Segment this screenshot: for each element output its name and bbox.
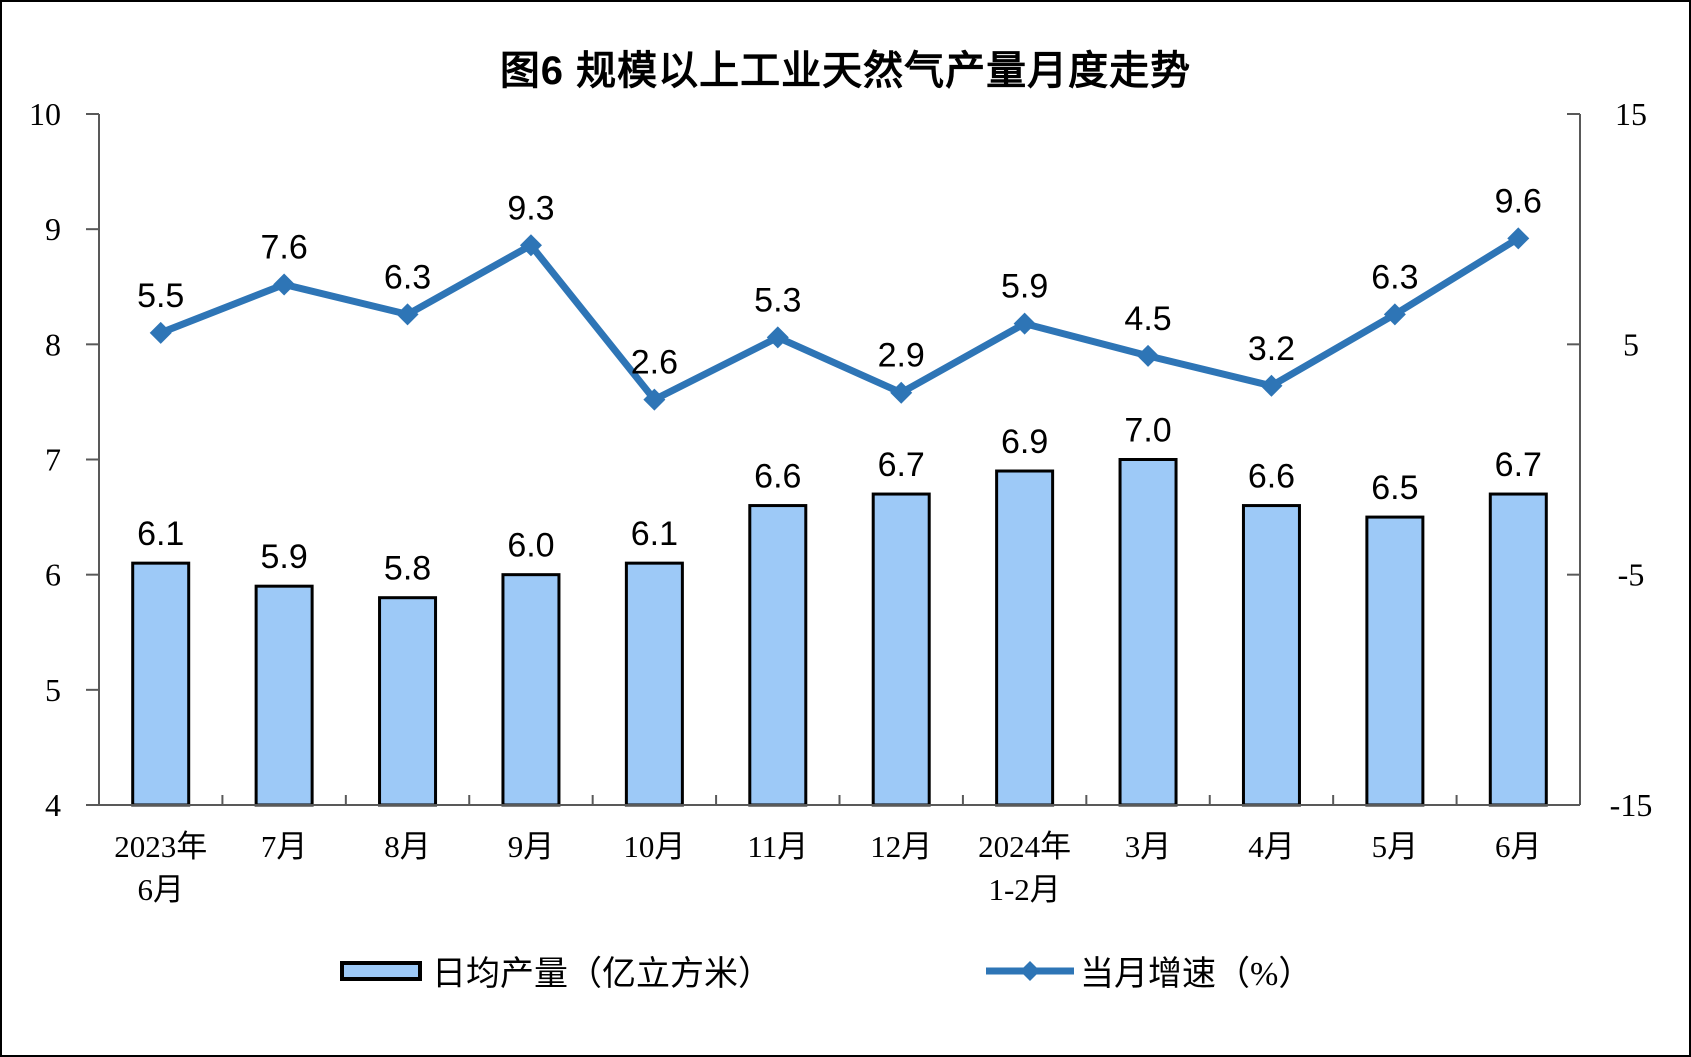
line-point-marker — [1260, 374, 1283, 397]
bar-series-swatch — [340, 960, 422, 981]
x-axis-label: 3月 — [1125, 829, 1172, 864]
bar-value-label: 6.6 — [754, 458, 801, 496]
x-axis-label: 8月 — [384, 829, 431, 864]
x-axis-label: 5月 — [1372, 829, 1419, 864]
x-axis-label: 11月 — [747, 829, 808, 864]
bar-value-label: 5.8 — [384, 550, 431, 588]
line-value-label: 5.5 — [137, 277, 184, 315]
line-value-label: 6.3 — [384, 258, 431, 296]
line-point-marker — [149, 321, 172, 344]
bar — [871, 492, 931, 807]
line-value-label: 2.9 — [878, 337, 925, 375]
x-axis-label: 2024年 1-2月 — [978, 829, 1071, 907]
left-axis-tick-label: 9 — [45, 211, 61, 247]
bar — [995, 469, 1055, 807]
bar — [1118, 458, 1178, 807]
line-point-marker — [519, 234, 542, 257]
line-value-label: 9.3 — [507, 189, 554, 227]
left-axis-tick-label: 5 — [45, 672, 61, 708]
x-axis-label: 2023年 6月 — [114, 829, 207, 907]
x-axis-label: 9月 — [508, 829, 555, 864]
bar — [1241, 504, 1301, 807]
left-axis-tick-label: 10 — [29, 96, 61, 132]
legend-diamond-marker — [1020, 960, 1040, 981]
bar-value-label: 6.0 — [507, 527, 554, 565]
legend-item-line: 当月增速（%） — [986, 946, 1312, 995]
left-axis-tick-label: 7 — [45, 442, 61, 478]
line-value-label: 2.6 — [631, 344, 678, 382]
left-axis-tick-label: 8 — [45, 326, 61, 362]
right-axis-tick-label: 5 — [1623, 326, 1639, 362]
right-axis-tick-label: -15 — [1610, 787, 1653, 823]
x-axis-label: 12月 — [870, 829, 932, 864]
line-series-swatch — [986, 960, 1074, 981]
line-value-label: 6.3 — [1371, 258, 1418, 296]
line-point-marker — [273, 273, 296, 296]
line-point-marker — [396, 303, 419, 326]
bar-value-label: 5.9 — [260, 538, 307, 576]
bar-value-label: 6.6 — [1248, 458, 1295, 496]
chart-title: 图6 规模以上工业天然气产量月度走势 — [499, 49, 1192, 93]
bar-value-label: 6.7 — [1495, 446, 1542, 484]
x-axis-label: 6月 — [1495, 829, 1542, 864]
legend-bar-label: 日均产量（亿立方米） — [432, 956, 772, 993]
bar — [254, 584, 314, 807]
left-axis-tick-label: 6 — [45, 557, 61, 593]
right-axis-tick-label: 15 — [1615, 96, 1647, 132]
x-axis-label: 7月 — [261, 829, 308, 864]
bar-value-label: 7.0 — [1124, 412, 1171, 450]
line-value-label: 4.5 — [1124, 300, 1171, 338]
right-axis-tick-label: -5 — [1618, 557, 1645, 593]
line-point-marker — [766, 326, 789, 349]
bar-value-label: 6.5 — [1371, 469, 1418, 507]
line-point-marker — [1137, 344, 1160, 367]
bar — [131, 561, 191, 807]
x-axis-label: 4月 — [1248, 829, 1295, 864]
line-value-label: 7.6 — [260, 228, 307, 266]
line-point-marker — [1383, 303, 1406, 326]
x-axis-label: 10月 — [623, 829, 685, 864]
bar-value-label: 6.7 — [878, 446, 925, 484]
line-point-marker — [1507, 227, 1530, 250]
line-value-label: 9.6 — [1495, 182, 1542, 220]
line-point-marker — [643, 388, 666, 411]
bar-value-label: 6.1 — [137, 515, 184, 553]
legend-line-label: 当月增速（%） — [1080, 956, 1313, 993]
bar-value-label: 6.1 — [631, 515, 678, 553]
line-point-marker — [890, 381, 913, 404]
bar — [378, 596, 438, 807]
line-value-label: 5.3 — [754, 281, 801, 319]
line-value-label: 3.2 — [1248, 330, 1295, 368]
bar — [1488, 492, 1548, 807]
line-series — [157, 234, 1522, 404]
legend-item-bar: 日均产量（亿立方米） — [340, 946, 772, 995]
bar-value-label: 6.9 — [1001, 423, 1048, 461]
line-value-label: 5.9 — [1001, 268, 1048, 306]
line-point-marker — [1013, 312, 1036, 335]
left-axis-tick-label: 4 — [45, 787, 61, 823]
